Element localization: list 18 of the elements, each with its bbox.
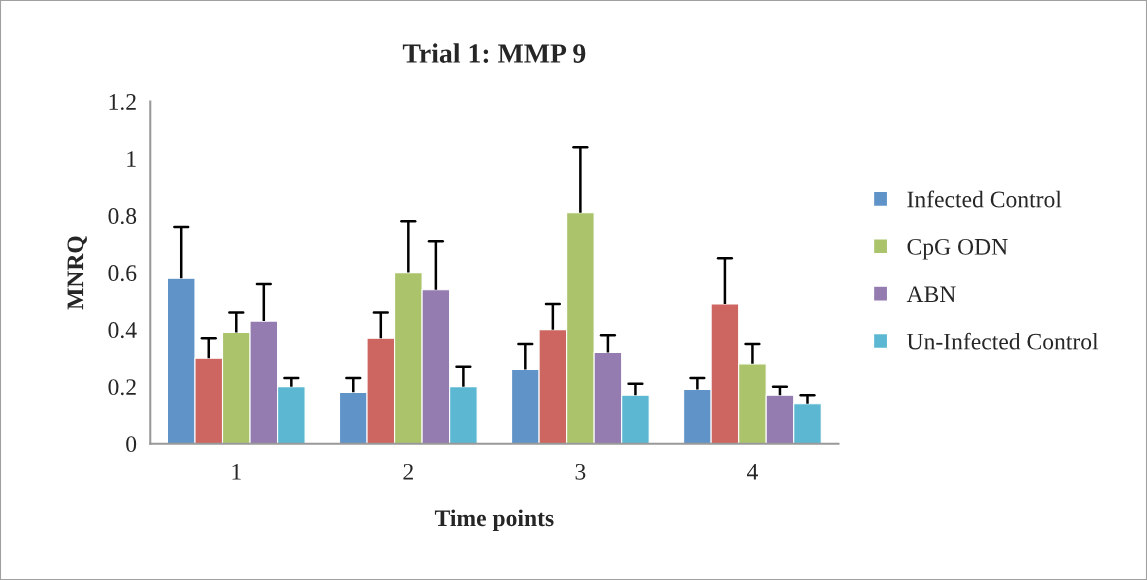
chart-title: Trial 1: MMP 9 <box>402 43 586 64</box>
legend-label: CpG ODN <box>907 238 1008 260</box>
x-tick-label: 4 <box>746 463 758 480</box>
legend-label: Infected Control <box>907 190 1062 208</box>
legend-label: ABN <box>906 286 956 303</box>
y-axis-title: MNRQ <box>67 236 87 310</box>
y-tick-label: 0.2 <box>108 379 136 396</box>
y-tick-label: 0.8 <box>108 208 137 225</box>
x-axis-title: Time points <box>434 509 554 531</box>
x-tick-label: 3 <box>575 463 586 480</box>
y-tick-label: 0.4 <box>108 322 137 339</box>
x-tick-label: 1 <box>232 463 241 480</box>
x-tick-label: 2 <box>403 463 413 480</box>
y-tick-label: 0.6 <box>108 265 137 282</box>
legend-label: Un-Infected Control <box>907 332 1099 350</box>
y-tick-label: 0 <box>126 436 137 453</box>
y-tick-label: 1.2 <box>109 94 136 111</box>
y-tick-label: 1 <box>127 151 136 167</box>
